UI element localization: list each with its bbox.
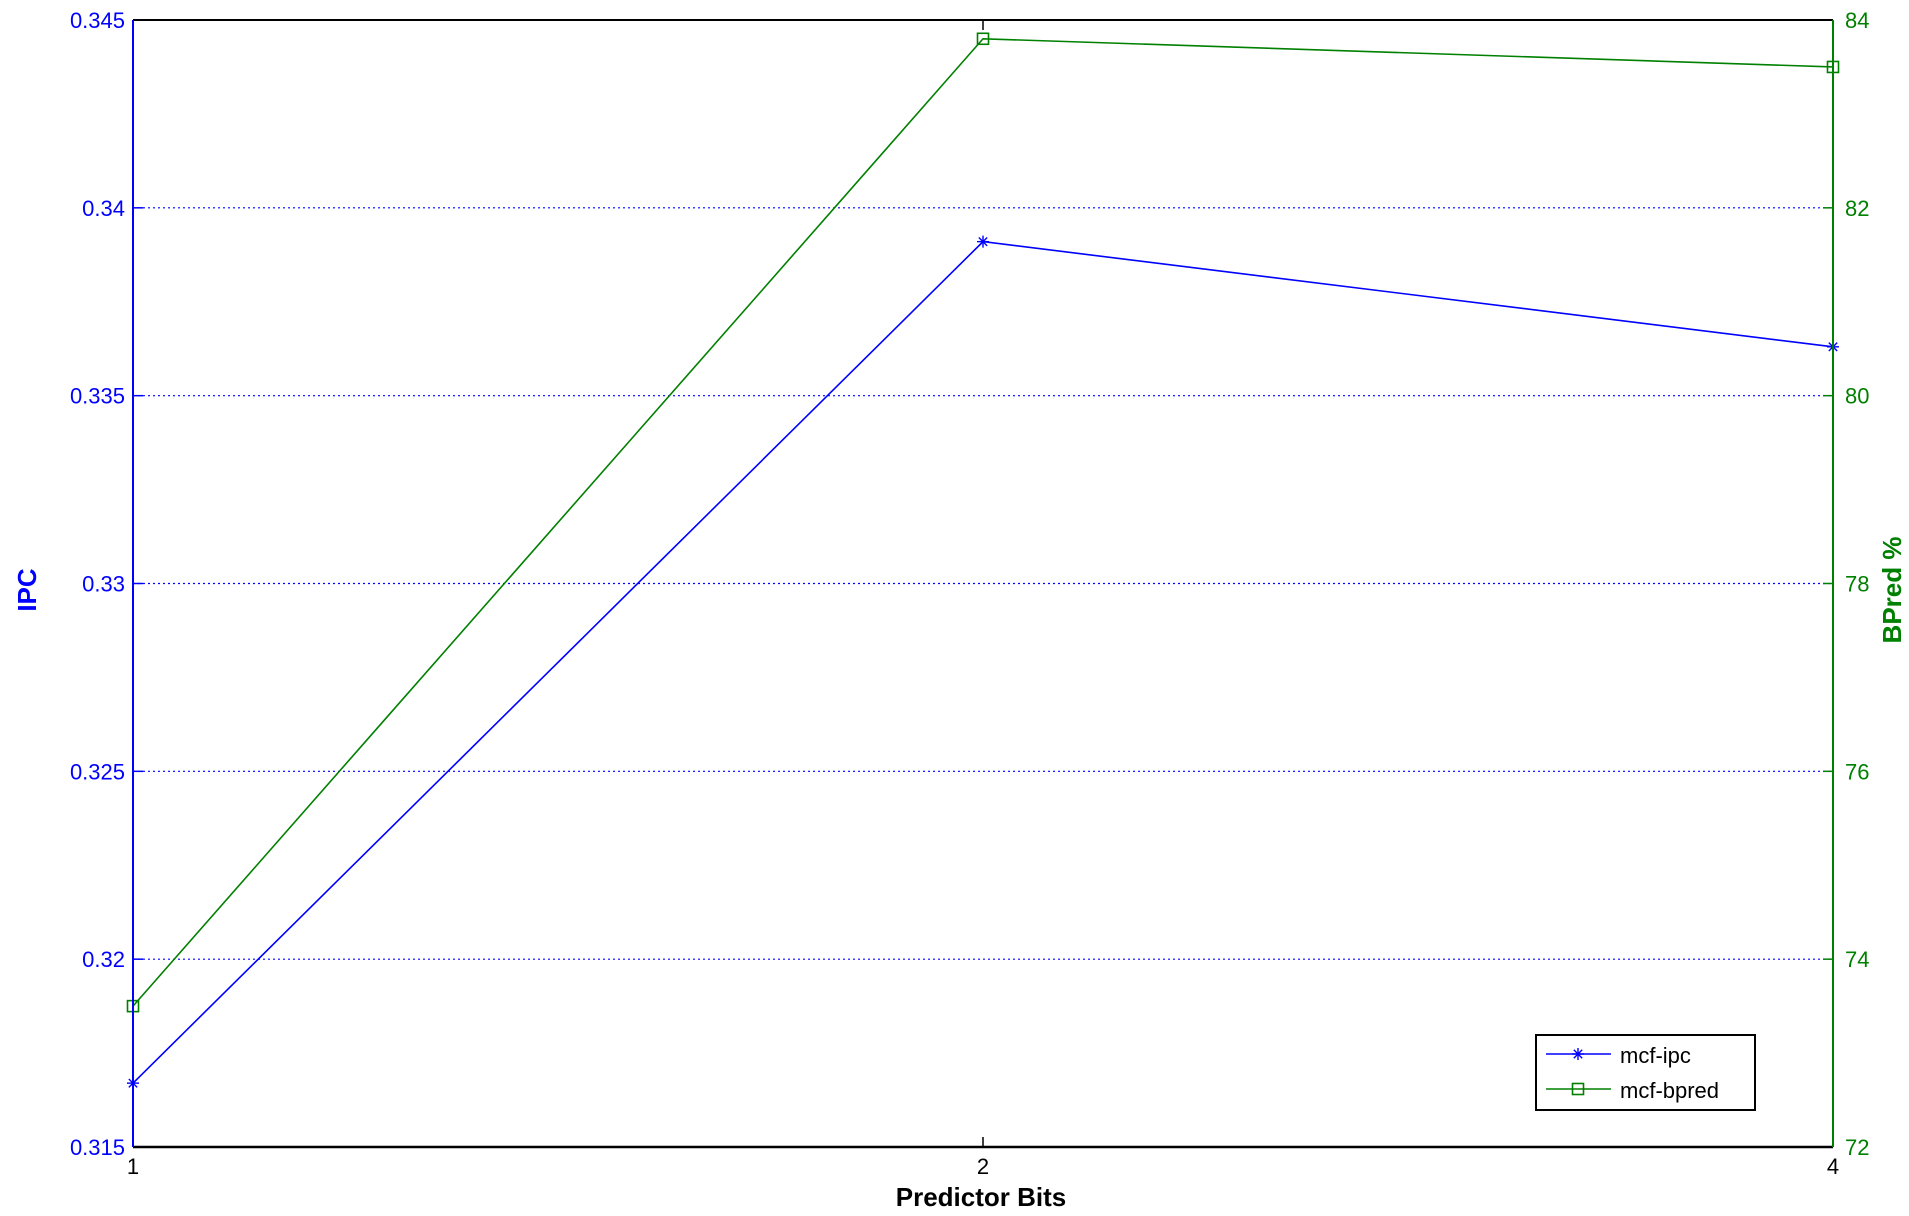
y-axis-left-label: IPC: [12, 568, 42, 612]
x-tick-label: 4: [1827, 1154, 1839, 1179]
y-axis-right-label: BPred %: [1877, 537, 1907, 644]
data-point-mcf-ipc: [977, 235, 989, 248]
legend-square-marker: [1571, 1082, 1585, 1096]
series-lines: [126, 32, 1840, 1090]
tick-labels: 0.315 72 0.32 74 0.325 76 0.33 78 0.335 80 0.34 82 0…: [70, 8, 1870, 1179]
y-left-tick-label: 0.325: [70, 759, 125, 784]
legend: mcf-ipc mcf-bpred: [1535, 1034, 1756, 1111]
series-line-mcf-bpred: [132, 37, 1834, 1007]
legend-asterisk-marker: [1572, 1048, 1584, 1060]
y-left-tick-label: 0.32: [82, 947, 125, 972]
y-left-tick-label: 0.345: [70, 8, 125, 33]
y-right-tick-label: 76: [1845, 759, 1869, 784]
series-line-mcf-ipc: [132, 240, 1834, 1084]
y-right-tick-label: 82: [1845, 196, 1869, 221]
y-right-tick-label: 74: [1845, 947, 1869, 972]
legend-marker-mcf-bpred: [1571, 1082, 1585, 1096]
grid-lines: [133, 207, 1833, 960]
asterisk-stroke: [1573, 1049, 1583, 1059]
y-left-tick-label: 0.335: [70, 384, 125, 409]
data-point-mcf-bpred: [976, 32, 990, 46]
y-left-tick-label: 0.315: [70, 1135, 125, 1160]
legend-box: [1535, 1034, 1756, 1111]
y-left-tick-label: 0.34: [82, 196, 125, 221]
y-left-tick-label: 0.33: [82, 572, 125, 597]
y-right-tick-label: 84: [1845, 8, 1869, 33]
x-tick-label: 1: [127, 1154, 139, 1179]
y-right-tick-label: 78: [1845, 572, 1869, 597]
axes: [132, 19, 1834, 1149]
asterisk-stroke: [978, 236, 988, 247]
x-axis-label: Predictor Bits: [896, 1182, 1067, 1211]
y-right-tick-label: 72: [1845, 1135, 1869, 1160]
x-tick-label: 2: [977, 1154, 989, 1179]
legend-label-mcf-bpred: mcf-bpred: [1620, 1078, 1719, 1103]
legend-marker-mcf-ipc: [1572, 1048, 1584, 1060]
legend-label-mcf-ipc: mcf-ipc: [1620, 1043, 1691, 1068]
y-right-tick-label: 80: [1845, 384, 1869, 409]
